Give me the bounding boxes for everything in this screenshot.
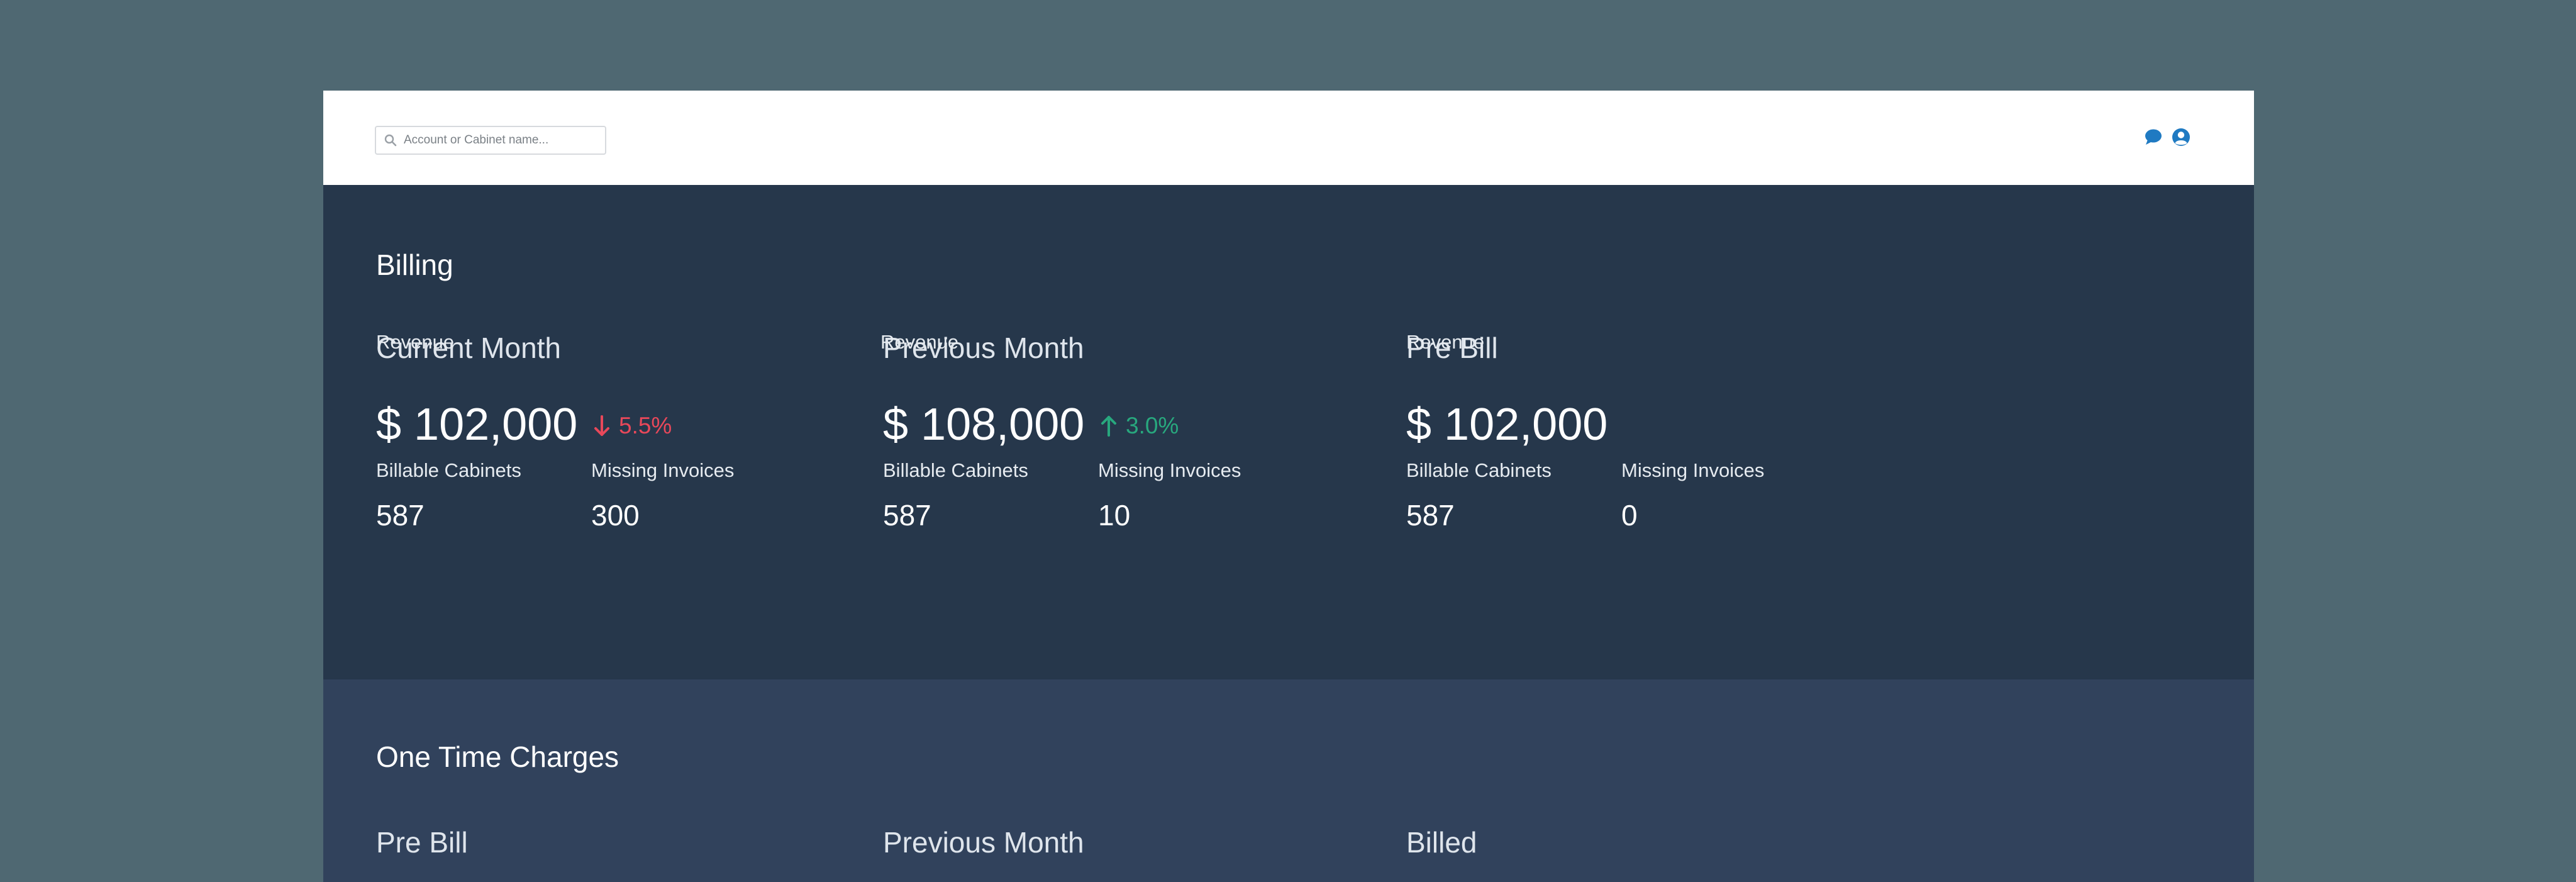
chat-icon[interactable] [2143, 127, 2163, 147]
current-month-missing-label: Missing Invoices [591, 459, 735, 481]
previous-month-cabinets: 587 [883, 499, 931, 532]
arrow-up-icon [1101, 416, 1116, 437]
pre-bill-revenue-label: Revenue [1406, 331, 1485, 353]
pre-bill-revenue: $ 102,000 [1406, 399, 1608, 450]
previous-month-cabinets-label: Billable Cabinets [883, 459, 1028, 481]
one-time-charges-title: One Time Charges [376, 740, 619, 773]
previous-month-title: Previous Month [883, 332, 1084, 364]
search-box[interactable] [375, 126, 606, 155]
current-month-revenue: $ 102,000 [376, 399, 578, 450]
current-month-cabinets-label: Billable Cabinets [376, 459, 521, 481]
current-month-change: 5.5% [594, 413, 672, 439]
search-input[interactable] [404, 133, 592, 147]
user-account-icon[interactable] [2171, 127, 2191, 147]
otc-previous-month-title: Previous Month [883, 826, 1084, 859]
otc-billed-title: Billed [1406, 826, 1477, 859]
current-month-cabinets: 587 [376, 499, 425, 532]
billing-title: Billing [376, 248, 453, 281]
previous-month-missing-label: Missing Invoices [1098, 459, 1241, 481]
previous-month-revenue: $ 108,000 [883, 399, 1085, 450]
current-month-change-value: 5.5% [619, 413, 672, 438]
header-actions [2143, 127, 2191, 147]
current-month-missing: 300 [591, 499, 640, 532]
one-time-charges-section: One Time Charges Pre Bill Previous Month… [323, 679, 2254, 882]
previous-month-revenue-label: Revenue [880, 331, 959, 353]
arrow-down-icon [594, 415, 609, 436]
pre-bill-cabinets-label: Billable Cabinets [1406, 459, 1552, 481]
pre-bill-title: Pre Bill [1406, 332, 1498, 364]
previous-month-missing: 10 [1098, 499, 1131, 532]
search-icon [384, 133, 397, 147]
previous-month-change-value: 3.0% [1126, 413, 1179, 438]
otc-pre-bill-title: Pre Bill [376, 826, 468, 859]
current-month-revenue-label: Revenue [376, 331, 455, 353]
pre-bill-missing: 0 [1621, 499, 1638, 532]
billing-section: Billing Current Month Revenue $ 102,000 … [323, 185, 2254, 679]
pre-bill-missing-label: Missing Invoices [1621, 459, 1765, 481]
pre-bill-cabinets: 587 [1406, 499, 1455, 532]
app-window: Billing Current Month Revenue $ 102,000 … [323, 91, 2254, 882]
previous-month-change: 3.0% [1101, 413, 1179, 439]
current-month-title: Current Month [376, 332, 562, 364]
top-bar [323, 91, 2254, 185]
